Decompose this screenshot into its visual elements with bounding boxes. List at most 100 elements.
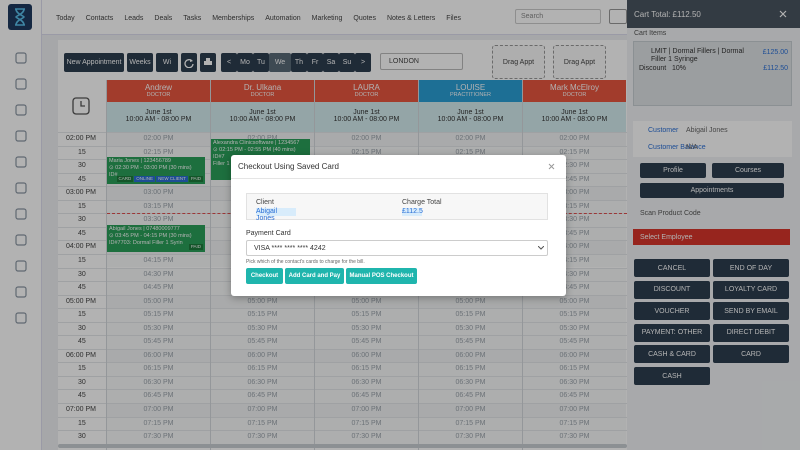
nav-item[interactable]: Quotes <box>353 14 376 22</box>
payment-button[interactable]: PAYMENT: OTHER <box>634 323 710 342</box>
customer-button[interactable]: Courses <box>712 163 784 178</box>
modal-button[interactable]: Add Card and Pay <box>285 268 344 284</box>
day-button[interactable]: Tu <box>253 53 269 72</box>
slot-label: 05:45 PM <box>351 338 382 346</box>
appointment-line: ID#7 <box>213 154 225 160</box>
payment-button[interactable]: CASH <box>634 367 710 385</box>
payment-button[interactable]: VOUCHER <box>634 302 710 321</box>
slot-label: 07:15 PM <box>247 419 278 427</box>
hours: 10:00 AM - 08:00 PM <box>541 116 608 123</box>
date-header: June 1st 10:00 AM - 08:00 PM <box>211 102 314 132</box>
slot-cell <box>419 133 522 146</box>
appointment-line: ⊙ 02:30 PM - 03:00 PM (30 mins) <box>109 165 192 171</box>
slot-label: 02:30 PM <box>559 162 590 170</box>
slot-label: 05:15 PM <box>143 311 174 319</box>
select-arrow <box>538 246 544 250</box>
slot-cell <box>211 404 314 417</box>
customer-button[interactable]: Appointments <box>640 183 784 198</box>
payment-button[interactable]: END OF DAY <box>713 259 789 277</box>
slot-label: 06:00 PM <box>455 351 486 359</box>
slot-label: 06:15 PM <box>455 365 486 373</box>
payment-button[interactable]: CASH & CARD <box>634 345 710 364</box>
nav-item[interactable]: Today <box>56 14 75 22</box>
slot-label: 06:00 PM <box>559 351 590 359</box>
top-button[interactable] <box>609 9 627 24</box>
hours: 10:00 AM - 08:00 PM <box>125 116 192 123</box>
customer-section: Customer Abigail Jones Customer Balance N/A <box>633 121 792 157</box>
location-select[interactable]: LONDON <box>380 53 463 70</box>
nav-item[interactable]: Marketing <box>311 14 343 22</box>
cart-panel: Cart Total: £112.50 Cart Items LMIT | Dorm… <box>627 0 800 450</box>
tag: PAID <box>188 176 203 182</box>
modal-close <box>548 163 555 170</box>
day-button[interactable]: > <box>355 53 371 72</box>
time-label: 04:00 PM <box>66 243 96 251</box>
slot-label: 06:45 PM <box>455 392 486 400</box>
staff-role: DOCTOR <box>250 92 275 98</box>
cart-items: LMIT | Dormal Fillers | Dormal Filler 1 … <box>633 41 792 106</box>
payment-card-label: Payment Card <box>246 230 291 237</box>
slot-cell <box>211 363 314 376</box>
time-label: 15 <box>78 419 86 427</box>
nav-item[interactable]: Contacts <box>85 14 114 22</box>
drag-appointment[interactable]: Drag Appt <box>492 45 545 79</box>
day-button[interactable]: < <box>221 53 237 72</box>
date: June 1st <box>249 109 276 116</box>
day-button[interactable]: Su <box>339 53 355 72</box>
appointment[interactable]: Maria Jones | 123456789 ⊙ 02:30 PM - 03:0… <box>107 157 205 184</box>
modal-button[interactable]: Manual POS Checkout <box>346 268 417 284</box>
nav-item[interactable]: Files <box>446 14 461 22</box>
select-employee[interactable]: Select Employee <box>633 229 790 245</box>
payment-button[interactable]: SEND BY EMAIL <box>713 302 789 321</box>
nav-item[interactable]: Automation <box>265 14 301 22</box>
nav-item[interactable]: Memberships <box>212 14 255 22</box>
slot-label: 07:30 PM <box>455 433 486 441</box>
time-label: 15 <box>78 256 86 264</box>
toolbar-button[interactable]: New Appointment <box>64 53 124 72</box>
tag: NEW CLIENT <box>156 176 188 182</box>
slot-label: 07:00 PM <box>455 406 486 413</box>
nav-item[interactable]: Notes & Letters <box>386 14 436 22</box>
slot-label: 07:30 PM <box>559 433 590 441</box>
time-label: 45 <box>78 284 86 292</box>
toolbar-button[interactable]: Wi <box>156 53 178 72</box>
slot-label: 03:15 PM <box>143 202 174 210</box>
payment-button[interactable]: CANCEL <box>634 259 710 277</box>
customer-button[interactable]: Profile <box>640 163 706 178</box>
payment-button[interactable]: DIRECT DEBIT <box>713 323 789 342</box>
day-button[interactable]: Fr <box>307 53 323 72</box>
search-input[interactable]: Search <box>515 9 601 24</box>
slot-label: 06:30 PM <box>455 378 486 386</box>
payment-button[interactable]: DISCOUNT <box>634 280 710 299</box>
drag-appointment[interactable]: Drag Appt <box>553 45 606 79</box>
slot-cell <box>315 295 418 309</box>
payment-button[interactable]: LOYALTY CARD <box>713 280 789 299</box>
nav-item[interactable]: Tasks <box>183 14 202 22</box>
slot-cell <box>107 417 210 431</box>
time-row-line <box>58 430 627 432</box>
time-row-line <box>58 145 627 147</box>
staff-header: LAURA DOCTOR <box>315 80 418 102</box>
day-button[interactable]: Sa <box>323 53 339 72</box>
print-button[interactable] <box>200 53 216 72</box>
payment-button[interactable]: CARD <box>713 345 789 364</box>
nav-menu: Today Contacts Leads Deals Tasks Memberships A… <box>56 12 516 24</box>
modal-button[interactable]: Checkout <box>246 268 283 284</box>
appointment[interactable]: Abigail Jones | 07480009777 ⊙ 03:45 PM - … <box>107 225 205 252</box>
time-row-line <box>58 335 627 337</box>
day-button[interactable]: Th <box>291 53 307 72</box>
payment-card-select[interactable]: VISA **** **** **** 4242 <box>246 240 548 256</box>
time-row-line <box>58 308 627 310</box>
day-button[interactable]: Mo <box>237 53 253 72</box>
nav-item[interactable]: Leads <box>124 14 144 22</box>
slot-cell <box>107 309 210 322</box>
slot-cell <box>315 336 418 349</box>
nav-item[interactable]: Deals <box>154 14 173 22</box>
slot-label: 07:15 PM <box>143 419 174 427</box>
sidebar-icon <box>15 234 27 246</box>
day-button[interactable]: We <box>269 53 291 72</box>
toolbar-button[interactable]: Weeks <box>127 53 153 72</box>
refresh-button[interactable] <box>181 53 197 72</box>
slot-cell <box>523 133 626 146</box>
